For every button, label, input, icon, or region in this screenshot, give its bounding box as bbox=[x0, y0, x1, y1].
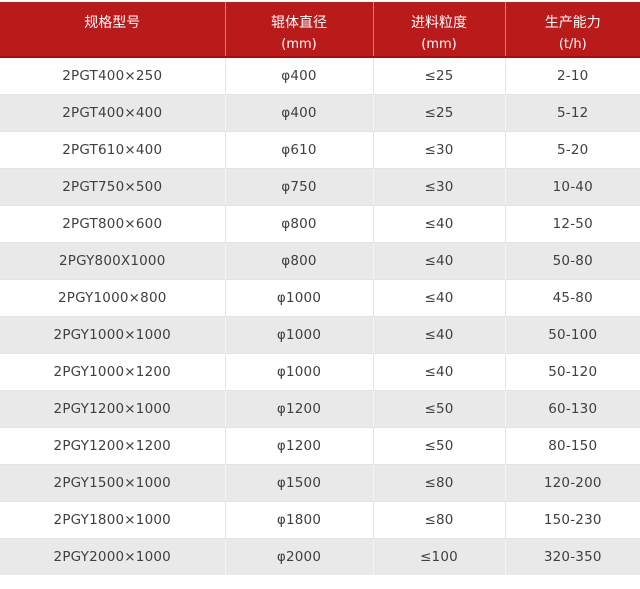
feed-size-cell: ≤30 bbox=[373, 131, 506, 169]
roller-diameter-cell: φ1800 bbox=[225, 501, 374, 539]
table-row: 2PGT400×250 φ400 ≤25 2-10 bbox=[0, 57, 640, 95]
model-cell: 2PGY1200×1000 bbox=[0, 390, 226, 428]
table-row: 2PGY2000×1000 φ2000 ≤100 320-350 bbox=[0, 538, 640, 575]
column-header-4: 生产能力 (t/h) bbox=[505, 2, 640, 58]
feed-size-cell: ≤40 bbox=[373, 205, 506, 243]
capacity-cell: 50-120 bbox=[505, 353, 640, 391]
feed-size-cell: ≤50 bbox=[373, 390, 506, 428]
column-header-3: 进料粒度 (mm) bbox=[373, 2, 506, 58]
table-row: 2PGY1500×1000 φ1500 ≤80 120-200 bbox=[0, 464, 640, 502]
model-cell: 2PGY2000×1000 bbox=[0, 538, 226, 575]
model-cell: 2PGY1200×1200 bbox=[0, 427, 226, 465]
feed-size-cell: ≤50 bbox=[373, 427, 506, 465]
model-cell: 2PGY1000×800 bbox=[0, 279, 226, 317]
roller-diameter-cell: φ2000 bbox=[225, 538, 374, 575]
table-row: 2PGY1000×800 φ1000 ≤40 45-80 bbox=[0, 279, 640, 317]
feed-size-cell: ≤40 bbox=[373, 353, 506, 391]
capacity-cell: 320-350 bbox=[543, 548, 602, 565]
capacity-cell: 60-130 bbox=[505, 390, 640, 428]
capacity-cell: 2-10 bbox=[505, 57, 640, 95]
model-cell: 2PGT400×400 bbox=[0, 94, 226, 132]
column-header-2: 辊体直径 (mm) bbox=[225, 2, 374, 58]
table-row: 2PGY1800×1000 φ1800 ≤80 150-230 bbox=[0, 501, 640, 539]
column-header-unit: (mm) bbox=[421, 37, 457, 52]
table-row: 2PGY1200×1200 φ1200 ≤50 80-150 bbox=[0, 427, 640, 465]
table-row: 2PGY1200×1000 φ1200 ≤50 60-130 bbox=[0, 390, 640, 428]
column-header-1: 规格型号 bbox=[0, 2, 226, 58]
feed-size-cell: ≤100 bbox=[373, 538, 506, 575]
table-body: 2PGT400×250 φ400 ≤25 2-10 2PGT400×400 φ400 ≤25… bbox=[0, 57, 640, 575]
capacity-cell: 120-200 bbox=[505, 464, 640, 502]
roller-diameter-cell: φ800 bbox=[225, 205, 374, 243]
capacity-cell: 5-20 bbox=[505, 131, 640, 169]
roller-diameter-cell: φ1500 bbox=[225, 464, 374, 502]
roller-diameter-cell: φ400 bbox=[225, 94, 374, 132]
feed-size-cell: ≤80 bbox=[373, 501, 506, 539]
model-cell: 2PGY1800×1000 bbox=[0, 501, 226, 539]
feed-size-cell: ≤40 bbox=[373, 279, 506, 317]
feed-size-cell: ≤25 bbox=[373, 57, 506, 95]
model-cell: 2PGT800×600 bbox=[0, 205, 226, 243]
capacity-cell: 80-150 bbox=[505, 427, 640, 465]
column-header-label: 生产能力 bbox=[544, 15, 601, 31]
roller-diameter-cell: φ1000 bbox=[225, 316, 374, 354]
model-cell: 2PGY1500×1000 bbox=[0, 464, 226, 502]
column-header-unit: (mm) bbox=[281, 37, 317, 52]
capacity-cell: 10-40 bbox=[505, 168, 640, 206]
roller-diameter-cell: φ750 bbox=[225, 168, 374, 206]
roller-crusher-spec-table: 规格型号 辊体直径 (mm) 进料粒度 (mm) 生产能力 (t/h) 2PGT400×25… bbox=[0, 2, 640, 575]
capacity-cell: 12-50 bbox=[505, 205, 640, 243]
column-header-label: 规格型号 bbox=[84, 15, 141, 31]
roller-diameter-cell: φ800 bbox=[225, 242, 374, 280]
capacity-cell: 5-12 bbox=[505, 94, 640, 132]
model-cell: 2PGT400×250 bbox=[0, 57, 226, 95]
column-header-label: 辊体直径 bbox=[271, 15, 327, 31]
feed-size-cell: ≤40 bbox=[373, 242, 506, 280]
capacity-cell: 45-80 bbox=[505, 279, 640, 317]
model-cell: 2PGT610×400 bbox=[0, 131, 226, 169]
model-cell: 2PGY1000×1000 bbox=[0, 316, 226, 354]
table-header: 规格型号 辊体直径 (mm) 进料粒度 (mm) 生产能力 (t/h) bbox=[0, 2, 640, 58]
column-header-unit: (t/h) bbox=[558, 37, 587, 52]
feed-size-cell: ≤25 bbox=[373, 94, 506, 132]
roller-diameter-cell: φ1000 bbox=[225, 279, 374, 317]
roller-diameter-cell: φ1200 bbox=[225, 390, 374, 428]
roller-diameter-cell: φ1000 bbox=[225, 353, 374, 391]
column-header-label: 进料粒度 bbox=[411, 15, 467, 31]
table-row: 2PGY1000×1200 φ1000 ≤40 50-120 bbox=[0, 353, 640, 391]
model-cell: 2PGT750×500 bbox=[0, 168, 226, 206]
roller-diameter-cell: φ400 bbox=[225, 57, 374, 95]
model-cell: 2PGY1000×1200 bbox=[0, 353, 226, 391]
table-row: 2PGY800X1000 φ800 ≤40 50-80 bbox=[0, 242, 640, 280]
capacity-cell: 150-230 bbox=[505, 501, 640, 539]
table-row: 2PGT400×400 φ400 ≤25 5-12 bbox=[0, 94, 640, 132]
model-cell: 2PGY800X1000 bbox=[0, 242, 226, 280]
table-row: 2PGT800×600 φ800 ≤40 12-50 bbox=[0, 205, 640, 243]
feed-size-cell: ≤30 bbox=[373, 168, 506, 206]
feed-size-cell: ≤80 bbox=[373, 464, 506, 502]
capacity-cell: 50-80 bbox=[505, 242, 640, 280]
roller-diameter-cell: φ1200 bbox=[225, 427, 374, 465]
table-row: 2PGY1000×1000 φ1000 ≤40 50-100 bbox=[0, 316, 640, 354]
table-header-row: 规格型号 辊体直径 (mm) 进料粒度 (mm) 生产能力 (t/h) bbox=[0, 2, 640, 58]
capacity-cell: 50-100 bbox=[505, 316, 640, 354]
feed-size-cell: ≤40 bbox=[373, 316, 506, 354]
roller-diameter-cell: φ610 bbox=[225, 131, 374, 169]
table-row: 2PGT750×500 φ750 ≤30 10-40 bbox=[0, 168, 640, 206]
table-row: 2PGT610×400 φ610 ≤30 5-20 bbox=[0, 131, 640, 169]
